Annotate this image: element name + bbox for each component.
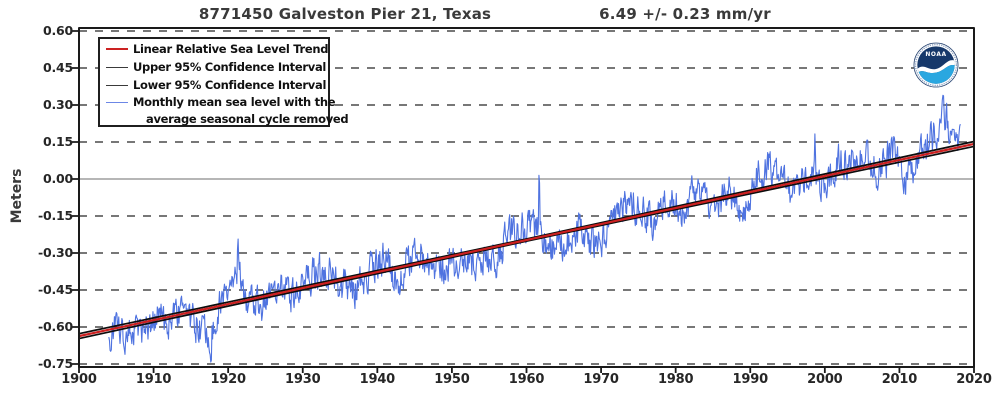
upper-ci-line-swatch	[106, 66, 128, 68]
legend-item-label: Upper 95% Confidence Interval	[133, 59, 327, 74]
legend-item-monthly: Monthly mean sea level with the average …	[106, 94, 349, 130]
legend-item-lower-ci: Lower 95% Confidence Interval	[106, 76, 328, 94]
y-axis-title-text: Meters	[9, 168, 25, 224]
x-tick-label: 1910	[135, 372, 172, 387]
y-tick-label: -0.75	[37, 356, 73, 371]
y-tick-label: 0.45	[42, 60, 73, 75]
x-tick-label: 1900	[61, 372, 97, 387]
legend-monthly-line2: average seasonal cycle removed	[146, 112, 349, 126]
noaa-logo: NOAA	[913, 42, 959, 88]
monthly-line-swatch	[106, 102, 128, 103]
y-tick-label: -0.15	[37, 208, 73, 223]
x-tick-label: 2000	[807, 372, 843, 387]
y-tick-label: 0.00	[42, 171, 73, 186]
x-tick-label: 1990	[732, 372, 769, 387]
noaa-logo-bird-icon	[917, 60, 955, 74]
legend-item-label: Monthly mean sea level with the average …	[133, 94, 349, 128]
legend-item-trend: Linear Relative Sea Level Trend	[106, 40, 328, 58]
legend-item-label: Lower 95% Confidence Interval	[133, 77, 327, 92]
trend-line-swatch	[106, 48, 128, 50]
y-tick-label: -0.30	[37, 245, 73, 260]
y-tick-label: -0.45	[37, 282, 73, 297]
y-tick-label: 0.30	[42, 97, 73, 112]
noaa-logo-ring-text	[914, 43, 958, 87]
y-tick-label: 0.60	[42, 23, 73, 38]
legend-item-label: Linear Relative Sea Level Trend	[133, 41, 329, 56]
x-tick-label: 1950	[434, 372, 470, 387]
x-tick-label: 2020	[956, 372, 992, 387]
legend-item-upper-ci: Upper 95% Confidence Interval	[106, 58, 328, 76]
y-tick-label: 0.15	[42, 134, 73, 149]
x-tick-label: 1940	[359, 372, 396, 387]
x-tick-label: 2010	[881, 372, 918, 387]
x-tick-label: 1980	[657, 372, 694, 387]
lower-ci-line-swatch	[106, 84, 128, 86]
x-tick-label: 1930	[285, 372, 321, 387]
x-tick-label: 1960	[508, 372, 545, 387]
station-title: 8771450 Galveston Pier 21, Texas	[198, 5, 492, 23]
legend-box: Linear Relative Sea Level Trend Upper 95…	[98, 37, 349, 130]
x-tick-label: 1920	[210, 372, 246, 387]
trend-rate-title: 6.49 +/- 0.23 mm/yr	[599, 5, 771, 23]
y-tick-label: -0.60	[37, 319, 73, 334]
noaa-logo-text: NOAA	[925, 51, 946, 58]
x-tick-label: 1970	[583, 372, 619, 387]
legend-monthly-line1: Monthly mean sea level with the	[133, 95, 336, 109]
